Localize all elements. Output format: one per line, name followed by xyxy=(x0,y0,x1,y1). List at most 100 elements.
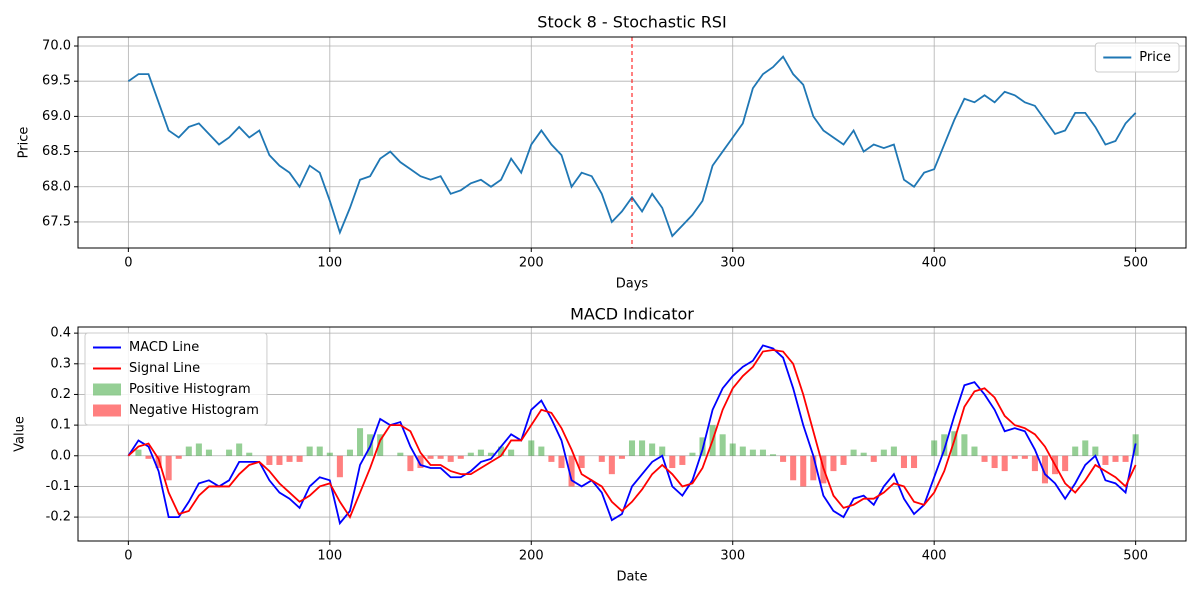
histogram-bar xyxy=(336,455,343,478)
histogram-bar xyxy=(165,455,172,481)
histogram-bar xyxy=(246,452,253,456)
histogram-bar xyxy=(437,455,444,459)
histogram-bar xyxy=(1041,455,1049,484)
line-series xyxy=(127,349,1137,520)
legend-label: MACD Line xyxy=(129,340,199,355)
histogram-bar xyxy=(608,455,615,475)
histogram-bar xyxy=(659,446,666,456)
y-tick-label: 0.4 xyxy=(50,326,71,341)
histogram-bar xyxy=(931,440,938,456)
x-tick-label: 0 xyxy=(124,549,132,564)
histogram-bar xyxy=(498,446,505,456)
histogram-bar xyxy=(759,449,766,456)
line-series xyxy=(127,55,1137,238)
histogram-bar xyxy=(135,449,142,456)
histogram-bar xyxy=(508,449,515,456)
histogram-bar xyxy=(769,454,777,456)
histogram-bar xyxy=(971,446,978,456)
x-tick-label: 100 xyxy=(317,256,342,271)
x-tick-label: 500 xyxy=(1123,256,1148,271)
histogram-bar xyxy=(1102,455,1109,465)
x-tick-label: 400 xyxy=(922,256,947,271)
histogram-bar xyxy=(578,455,585,469)
histogram-bar xyxy=(689,452,696,456)
histogram-bar xyxy=(1011,455,1018,459)
x-tick-label: 400 xyxy=(922,549,947,564)
histogram-bar xyxy=(749,449,756,456)
y-axis-label: Value xyxy=(13,416,28,452)
y-tick-label: -0.2 xyxy=(46,510,71,525)
y-tick-label: 0.1 xyxy=(50,418,71,433)
x-tick-label: 200 xyxy=(519,549,544,564)
histogram-bar xyxy=(377,434,384,456)
legend-marker xyxy=(93,383,121,396)
histogram-bar xyxy=(1031,455,1038,472)
legend-box xyxy=(1094,42,1180,73)
histogram-bar xyxy=(467,452,474,456)
y-axis-label: Price xyxy=(17,127,32,159)
histogram-bar xyxy=(1021,455,1028,459)
histogram-bar xyxy=(790,455,797,481)
x-tick-label: 300 xyxy=(720,549,745,564)
histogram-bar xyxy=(1001,455,1008,472)
histogram-bar xyxy=(951,431,958,456)
histogram-bar xyxy=(306,446,313,456)
y-tick-label: 70.0 xyxy=(42,39,71,54)
histogram-bar xyxy=(316,446,323,456)
axes-frame xyxy=(77,326,1187,542)
histogram-bar xyxy=(800,455,807,487)
x-tick-label: 100 xyxy=(317,549,342,564)
histogram-bar xyxy=(185,446,192,456)
legend: Price xyxy=(1094,42,1180,73)
histogram-bar xyxy=(1072,446,1079,456)
histogram-bar xyxy=(628,440,636,456)
histogram-bar xyxy=(649,443,656,456)
legend-label: Price xyxy=(1139,50,1171,65)
legend: MACD Line Signal Line Positive Histogram Ne… xyxy=(84,332,268,426)
histogram-bar xyxy=(1082,440,1089,456)
histogram-bar xyxy=(880,449,887,456)
histogram-bar xyxy=(528,440,535,456)
histogram-bar xyxy=(538,446,545,456)
histogram-bar xyxy=(810,455,817,481)
y-tick-label: 67.5 xyxy=(42,214,71,229)
histogram-bar xyxy=(477,449,484,456)
histogram-bar xyxy=(195,443,202,456)
histogram-bar xyxy=(407,455,414,472)
y-tick-label: 0.3 xyxy=(50,356,71,371)
histogram-bar xyxy=(1062,455,1069,472)
y-tick-label: 68.0 xyxy=(42,179,71,194)
x-axis-label: Days xyxy=(616,277,649,292)
histogram-bar xyxy=(427,455,434,459)
chart-title: Stock 8 - Stochastic RSI xyxy=(537,13,726,32)
histogram-bar xyxy=(860,452,867,456)
histogram-bar xyxy=(205,449,212,456)
histogram-bar xyxy=(850,449,857,456)
histogram-bar xyxy=(618,455,625,459)
legend-label: Negative Histogram xyxy=(129,403,259,418)
y-tick-label: 0.2 xyxy=(50,387,71,402)
histogram-bar xyxy=(981,455,988,462)
histogram-bar xyxy=(1112,455,1119,462)
histogram-bar xyxy=(739,446,746,456)
y-tick-label: -0.1 xyxy=(46,479,71,494)
histogram-bar xyxy=(1122,455,1129,462)
chart-title: MACD Indicator xyxy=(570,305,694,324)
y-tick-label: 69.0 xyxy=(42,109,71,124)
y-tick-label: 69.5 xyxy=(42,74,71,89)
histogram-bar xyxy=(568,455,575,487)
histogram-bar xyxy=(558,455,565,469)
histogram-bar xyxy=(1092,446,1099,456)
histogram-bar xyxy=(961,434,968,456)
histogram-bar xyxy=(457,455,464,459)
histogram-bar xyxy=(840,455,847,465)
histogram-bar xyxy=(236,443,243,456)
histogram-bar xyxy=(296,455,303,462)
histogram-bar xyxy=(447,455,454,462)
histogram-bar xyxy=(417,455,424,469)
histogram-bar xyxy=(991,455,998,469)
histogram-bar xyxy=(487,452,495,456)
legend-label: Signal Line xyxy=(129,361,200,376)
x-tick-label: 200 xyxy=(519,256,544,271)
